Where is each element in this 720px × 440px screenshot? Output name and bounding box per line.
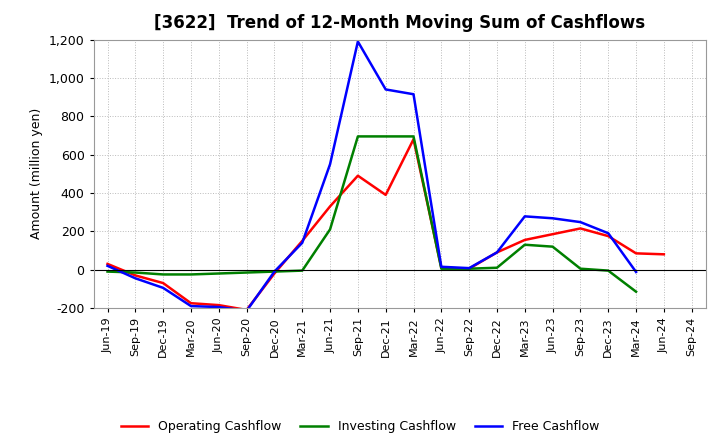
Free Cashflow [159,285,168,290]
Investing Cashflow [270,269,279,274]
Operating Cashflow [298,238,307,244]
Operating Cashflow [242,307,251,312]
Free Cashflow [549,216,557,221]
Operating Cashflow [325,204,334,209]
Operating Cashflow [631,251,640,256]
Operating Cashflow [270,271,279,276]
Free Cashflow [103,263,112,268]
Operating Cashflow [576,226,585,231]
Free Cashflow [382,87,390,92]
Operating Cashflow [549,231,557,237]
Operating Cashflow [409,137,418,142]
Operating Cashflow [382,192,390,198]
Free Cashflow [215,304,223,310]
Investing Cashflow [576,266,585,271]
Free Cashflow [631,269,640,275]
Free Cashflow [242,308,251,314]
Free Cashflow [465,265,474,271]
Legend: Operating Cashflow, Investing Cashflow, Free Cashflow: Operating Cashflow, Investing Cashflow, … [116,415,604,438]
Free Cashflow [521,214,529,219]
Investing Cashflow [242,270,251,275]
Line: Free Cashflow: Free Cashflow [107,41,636,311]
Investing Cashflow [298,268,307,273]
Investing Cashflow [131,270,140,275]
Operating Cashflow [186,301,195,306]
Free Cashflow [437,264,446,269]
Line: Operating Cashflow: Operating Cashflow [107,139,664,310]
Operating Cashflow [660,252,668,257]
Investing Cashflow [325,227,334,232]
Title: [3622]  Trend of 12-Month Moving Sum of Cashflows: [3622] Trend of 12-Month Moving Sum of C… [154,15,645,33]
Investing Cashflow [409,134,418,139]
Operating Cashflow [159,280,168,286]
Free Cashflow [298,240,307,246]
Investing Cashflow [186,272,195,277]
Investing Cashflow [215,271,223,276]
Free Cashflow [604,231,613,236]
Investing Cashflow [354,134,362,139]
Free Cashflow [270,269,279,274]
Operating Cashflow [437,265,446,270]
Free Cashflow [576,220,585,225]
Free Cashflow [186,304,195,309]
Investing Cashflow [549,244,557,249]
Investing Cashflow [103,269,112,274]
Investing Cashflow [465,266,474,271]
Investing Cashflow [437,266,446,271]
Operating Cashflow [131,273,140,278]
Free Cashflow [492,250,501,255]
Investing Cashflow [521,242,529,247]
Operating Cashflow [521,237,529,242]
Free Cashflow [354,39,362,44]
Investing Cashflow [631,289,640,294]
Investing Cashflow [492,265,501,270]
Investing Cashflow [604,268,613,273]
Operating Cashflow [604,234,613,239]
Y-axis label: Amount (million yen): Amount (million yen) [30,108,43,239]
Operating Cashflow [215,302,223,308]
Operating Cashflow [492,250,501,255]
Investing Cashflow [159,272,168,277]
Investing Cashflow [382,134,390,139]
Operating Cashflow [103,261,112,267]
Free Cashflow [409,92,418,97]
Free Cashflow [325,161,334,167]
Free Cashflow [131,275,140,281]
Operating Cashflow [465,266,474,271]
Operating Cashflow [354,173,362,178]
Line: Investing Cashflow: Investing Cashflow [107,136,636,292]
